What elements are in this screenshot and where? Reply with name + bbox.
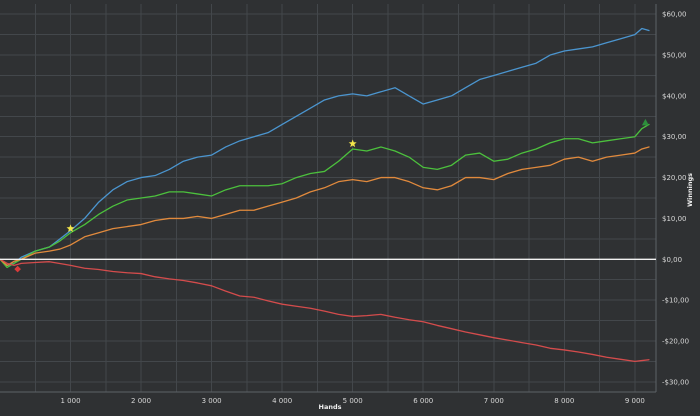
x-axis-title: Hands (319, 403, 342, 411)
y-tick-label: $50,00 (662, 52, 687, 60)
axis-layer: 1 000 2 000 3 000 4 000 5 000 6 000 7 000 8 000… (0, 4, 689, 405)
marker-triangle (641, 118, 649, 126)
x-tick-label: 4 000 (272, 397, 292, 405)
x-tick-label: 5 000 (343, 397, 363, 405)
grid-layer (0, 4, 656, 392)
x-tick-label: 7 000 (484, 397, 504, 405)
x-tick-label: 8 000 (554, 397, 574, 405)
x-tick-label: 9 000 (625, 397, 645, 405)
marker-diamond (14, 265, 21, 273)
series-line-3 (0, 146, 650, 267)
x-tick-label: 6 000 (413, 397, 433, 405)
series-line-2 (0, 123, 650, 269)
y-tick-label: $10,00 (662, 215, 687, 223)
y-tick-label: -$30,00 (662, 378, 689, 386)
y-tick-label: -$10,00 (662, 297, 689, 305)
y-tick-label: $30,00 (662, 133, 687, 141)
marker-layer (14, 118, 649, 273)
x-tick-label: 2 000 (131, 397, 151, 405)
marker-star (348, 139, 357, 148)
y-tick-label: $60,00 (662, 11, 687, 19)
y-tick-label: -$20,00 (662, 337, 689, 345)
y-tick-label: $40,00 (662, 92, 687, 100)
x-tick-label: 1 000 (61, 397, 81, 405)
series-layer (0, 27, 650, 363)
y-tick-label: $0,00 (662, 256, 682, 264)
marker-star (66, 224, 75, 233)
series-line-1 (0, 27, 650, 267)
series-line-4 (0, 258, 650, 363)
x-tick-label: 3 000 (202, 397, 222, 405)
y-tick-label: $20,00 (662, 174, 687, 182)
y-axis-title: Winnings (686, 173, 694, 207)
